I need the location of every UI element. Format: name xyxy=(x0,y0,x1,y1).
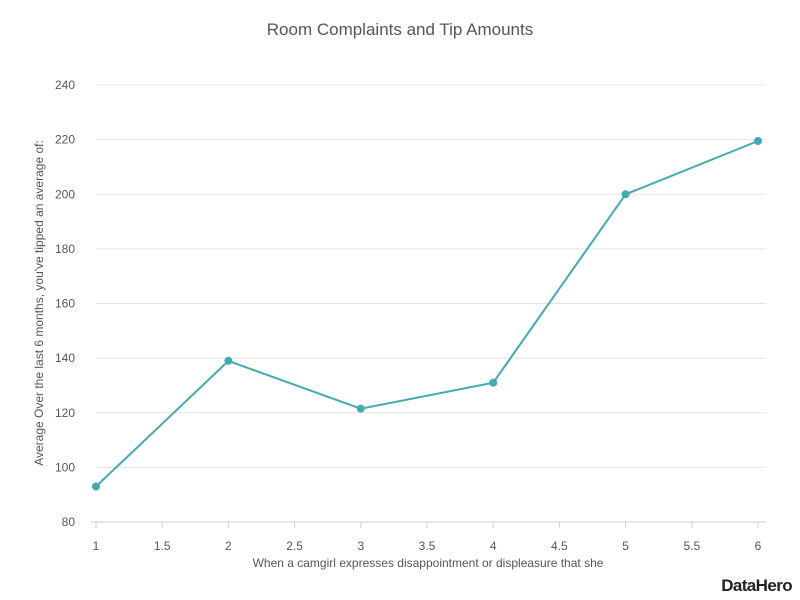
x-tick-label: 6 xyxy=(755,539,762,553)
y-tick-label: 180 xyxy=(55,242,75,256)
y-tick-label: 140 xyxy=(55,351,75,365)
data-point[interactable] xyxy=(224,356,233,365)
y-tick-label: 200 xyxy=(55,187,75,201)
axes: 80 100 120 140 160 180 200 220 240 1 1.5 2 2.5 3 3.5 4 4… xyxy=(55,78,766,553)
x-tick-label: 1 xyxy=(93,539,100,553)
x-tick-label: 5 xyxy=(622,539,629,553)
data-point[interactable] xyxy=(621,190,630,199)
data-point[interactable] xyxy=(754,136,762,145)
y-tick-label: 100 xyxy=(55,460,75,474)
x-tick-label: 1.5 xyxy=(154,539,171,553)
y-tick-label: 160 xyxy=(55,297,75,311)
x-tick-label: 2 xyxy=(225,539,232,553)
x-tick-label: 5.5 xyxy=(683,539,700,553)
datahero-logo: DataHero xyxy=(721,576,792,595)
x-tick-label: 2.5 xyxy=(286,539,303,553)
data-point[interactable] xyxy=(489,378,498,387)
data-point[interactable] xyxy=(92,482,100,491)
y-axis-title: Average Over the last 6 months, you've t… xyxy=(32,140,46,466)
y-tick-label: 80 xyxy=(62,515,76,529)
series-line xyxy=(95,140,759,488)
y-tick-label: 120 xyxy=(55,406,75,420)
y-tick-label: 220 xyxy=(55,133,75,147)
gridlines xyxy=(96,84,766,468)
x-tick-label: 3 xyxy=(357,539,364,553)
x-tick-label: 4.5 xyxy=(551,539,568,553)
data-point[interactable] xyxy=(356,404,365,413)
y-tick-label: 240 xyxy=(55,78,75,92)
x-axis-title: When a camgirl expresses disappointment … xyxy=(253,556,604,570)
plot-area xyxy=(92,136,762,491)
chart-title: Room Complaints and Tip Amounts xyxy=(267,20,533,39)
x-tick-label: 3.5 xyxy=(419,539,436,553)
x-tick-label: 4 xyxy=(490,539,497,553)
